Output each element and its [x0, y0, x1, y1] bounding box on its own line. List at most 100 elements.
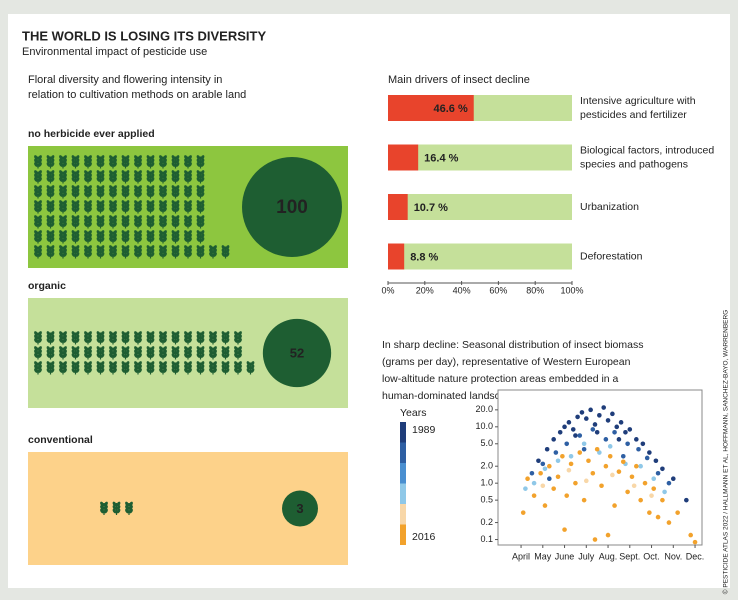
plant-leaf [188, 338, 192, 343]
plant-leaf [96, 222, 101, 227]
plant-leaf [34, 338, 38, 343]
plant-icon [96, 155, 105, 169]
plant-leaf [109, 368, 113, 373]
plant-leaf [175, 177, 180, 182]
plant-leaf [88, 177, 92, 182]
plant-leaf [159, 222, 163, 227]
plant-leaf [50, 252, 55, 257]
plant-icon [221, 245, 230, 259]
plant-icon [46, 331, 55, 345]
plant-leaf [146, 368, 151, 373]
plant-icon [84, 331, 92, 345]
plant-leaf [113, 162, 117, 167]
plant-leaf [221, 338, 226, 343]
plant-leaf [71, 162, 76, 167]
y-tick-label: 2.0 [480, 461, 493, 471]
plant-icon [171, 155, 180, 169]
plant-leaf [250, 368, 255, 373]
plant-leaf [100, 338, 105, 343]
plant-icon [59, 215, 67, 229]
plant-leaf [184, 192, 188, 197]
plant-leaf [84, 222, 88, 227]
plant-icon [184, 331, 192, 345]
plant-icon [71, 155, 80, 169]
plant-icon [159, 230, 167, 244]
plant-leaf [71, 338, 76, 343]
plant-leaf [184, 353, 188, 358]
plant-leaf [146, 207, 151, 212]
plant-icon [109, 185, 117, 199]
plant-icon [146, 346, 155, 360]
plant-leaf [146, 237, 151, 242]
legend-label: 1989 [412, 424, 436, 436]
plant-leaf [196, 192, 201, 197]
plant-icon [196, 230, 205, 244]
plant-leaf [213, 353, 217, 358]
plant-leaf [159, 192, 163, 197]
plant-icon [59, 185, 67, 199]
plant-leaf [121, 338, 126, 343]
plant-icon [71, 346, 80, 360]
plant-leaf [146, 192, 151, 197]
plant-icon [59, 346, 67, 360]
plant-leaf [163, 368, 167, 373]
legend-swatch [400, 483, 406, 504]
plant-leaf [34, 237, 38, 242]
plant-icon [46, 346, 55, 360]
data-point [616, 437, 622, 442]
plant-leaf [121, 192, 126, 197]
plant-leaf [138, 338, 142, 343]
plant-icon [84, 170, 92, 184]
data-point [555, 458, 561, 464]
plant-leaf [234, 338, 238, 343]
data-point [536, 458, 541, 464]
data-point [597, 450, 602, 455]
plant-leaf [163, 177, 167, 182]
data-point [577, 450, 583, 455]
plant-icon [34, 170, 42, 184]
plant-leaf [163, 207, 167, 212]
bar-value-label: 16.4 % [424, 152, 458, 164]
plant-leaf [75, 237, 80, 242]
plant-icon [46, 185, 55, 199]
plant-leaf [38, 192, 42, 197]
plant-leaf [134, 338, 138, 343]
y-tick-label: 0.5 [480, 495, 493, 505]
plant-icon [121, 346, 130, 360]
plant-leaf [196, 368, 201, 373]
plant-leaf [121, 368, 126, 373]
plant-leaf [109, 237, 113, 242]
data-point [625, 489, 630, 495]
plant-icon [96, 230, 105, 244]
plant-leaf [46, 177, 51, 182]
data-point [640, 441, 646, 447]
data-point [590, 427, 596, 432]
plant-icon [159, 200, 167, 214]
data-point [601, 405, 606, 410]
plant-leaf [238, 368, 242, 373]
plant-icon [159, 331, 167, 345]
plant-leaf [171, 177, 176, 182]
plant-leaf [34, 222, 38, 227]
plant-icon [59, 245, 67, 259]
data-point [610, 411, 615, 417]
plant-leaf [146, 177, 151, 182]
plant-leaf [88, 162, 92, 167]
plant-leaf [163, 192, 167, 197]
plant-icon [84, 230, 92, 244]
plant-leaf [71, 222, 76, 227]
plant-leaf [121, 177, 126, 182]
plant-leaf [175, 222, 180, 227]
x-tick-label: April [512, 551, 530, 561]
plant-leaf [171, 192, 176, 197]
plant-icon [71, 245, 80, 259]
plant-leaf [209, 252, 213, 257]
plant-leaf [109, 177, 113, 182]
plant-leaf [159, 162, 163, 167]
plant-icon [59, 155, 67, 169]
plant-leaf [200, 177, 205, 182]
plant-icon [159, 361, 167, 375]
data-point [605, 418, 611, 423]
plant-leaf [71, 368, 76, 373]
plant-icon [171, 346, 180, 360]
